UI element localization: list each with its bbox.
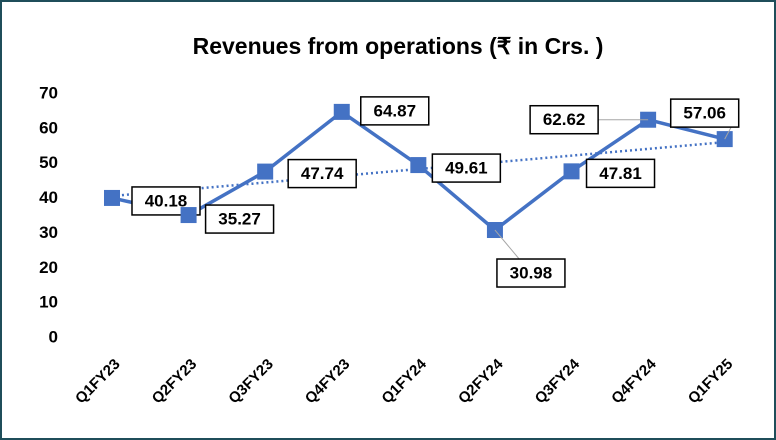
y-tick-label: 40 (39, 188, 58, 207)
y-tick-label: 10 (39, 293, 58, 312)
label-box (204, 204, 275, 234)
label-box (669, 98, 740, 128)
data-label: 49.61 (445, 159, 488, 178)
y-tick-label: 70 (39, 83, 58, 102)
marker (563, 163, 580, 180)
label-box (431, 153, 502, 183)
data-label: 30.98 (510, 263, 553, 282)
y-tick-label: 30 (39, 223, 58, 242)
marker (103, 189, 120, 206)
data-label: 35.27 (218, 210, 261, 229)
label-box (360, 96, 430, 126)
data-label: 57.06 (683, 104, 726, 123)
label-box (529, 104, 599, 135)
marker (410, 157, 427, 174)
marker (333, 103, 350, 120)
data-label: 47.74 (301, 164, 344, 183)
data-label: 64.87 (373, 101, 416, 120)
y-tick-label: 20 (39, 258, 58, 277)
label-box (585, 158, 656, 189)
data-label: 47.81 (599, 164, 642, 183)
label-box (287, 158, 357, 189)
data-label: 62.62 (543, 110, 586, 129)
y-tick-label: 60 (39, 118, 58, 137)
chart-title: Revenues from operations (₹ in Crs. ) (193, 33, 604, 59)
label-box (496, 258, 566, 288)
marker (180, 207, 197, 224)
data-label: 40.18 (145, 191, 188, 210)
y-tick-label: 50 (39, 153, 58, 172)
y-tick-label: 0 (49, 327, 58, 346)
marker (257, 163, 274, 180)
